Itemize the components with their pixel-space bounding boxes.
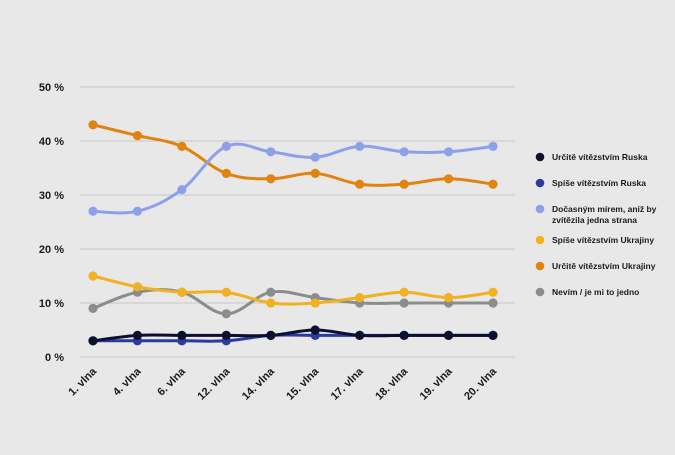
x-tick-label: 1. vlna <box>66 365 99 398</box>
data-point <box>399 330 409 340</box>
data-point <box>355 330 365 340</box>
x-tick-label: 19. vlna <box>418 365 456 403</box>
y-tick-label: 20 % <box>39 244 64 256</box>
data-point <box>355 293 365 303</box>
legend-label: Určitě vítězstvím Ukrajiny <box>552 261 656 271</box>
data-point <box>399 179 409 189</box>
legend-item: Nevím / je mi to jedno <box>535 287 639 297</box>
data-point <box>221 330 231 340</box>
legend-item: Spíše vítězstvím Ukrajiny <box>535 235 654 245</box>
data-point <box>132 282 143 292</box>
x-axis-tick-labels: 1. vlna 4. vlna 6. vlna 12. vlna 14. vlna 15.… <box>66 365 499 403</box>
legend-item: Určitě vítězstvím Ruska <box>535 152 648 162</box>
legend-label: Dočasným mírem, aniž by zvítězila jedna s… <box>552 204 657 225</box>
data-point <box>488 330 498 340</box>
series-line <box>91 142 495 215</box>
data-point <box>221 287 231 297</box>
data-point <box>488 179 498 189</box>
x-tick-label: 20. vlna <box>462 365 500 403</box>
legend-item: Dočasným mírem, aniž by zvítězila jedna s… <box>535 204 657 225</box>
data-point <box>88 336 98 346</box>
legend-marker <box>535 204 545 214</box>
legend-item: Určitě vítězstvím Ukrajiny <box>535 261 656 271</box>
legend-label: Spíše vítězstvím Ruska <box>552 178 646 188</box>
data-point <box>488 141 498 151</box>
data-point <box>266 287 276 297</box>
series-group <box>88 141 498 216</box>
data-point <box>310 325 320 335</box>
legend-marker <box>535 235 545 245</box>
legend-marker <box>535 178 545 188</box>
data-point <box>266 298 276 308</box>
series-group <box>88 325 498 346</box>
data-point <box>443 174 454 184</box>
data-point <box>310 298 320 308</box>
x-tick-label: 6. vlna <box>155 365 188 398</box>
data-point <box>399 298 409 308</box>
legend-label: Určitě vítězstvím Ruska <box>552 152 648 162</box>
legend-marker <box>535 261 545 271</box>
data-point <box>355 141 365 151</box>
data-point <box>88 303 98 313</box>
y-tick-label: 40 % <box>39 136 64 148</box>
data-point <box>399 147 409 157</box>
series-line <box>91 328 495 343</box>
x-tick-label: 4. vlna <box>111 365 144 398</box>
legend-item: Spíše vítězstvím Ruska <box>535 178 646 188</box>
series-line <box>91 274 495 306</box>
x-tick-label: 15. vlna <box>284 365 322 403</box>
data-point <box>266 174 276 184</box>
data-point <box>443 330 454 340</box>
data-point <box>266 147 276 157</box>
series-line <box>91 288 495 316</box>
legend-marker <box>535 152 545 162</box>
grid-lines <box>80 86 515 358</box>
y-tick-label: 30 % <box>39 190 64 202</box>
data-point <box>399 287 409 297</box>
data-point <box>221 141 231 151</box>
data-point <box>266 330 276 340</box>
data-point <box>488 298 498 308</box>
data-point <box>443 147 454 157</box>
data-point <box>132 206 143 216</box>
data-point <box>488 287 498 297</box>
x-tick-label: 17. vlna <box>329 365 367 403</box>
legend-label: Spíše vítězstvím Ukrajiny <box>552 235 654 245</box>
data-point <box>443 293 454 303</box>
legend: Určitě vítězstvím Ruska Spíše vítězstvím … <box>535 152 657 297</box>
data-point <box>132 131 143 141</box>
data-point <box>132 330 143 340</box>
series-line <box>91 123 495 187</box>
series-lines <box>88 120 498 346</box>
data-point <box>177 330 187 340</box>
data-point <box>310 152 320 162</box>
series-group <box>88 120 498 189</box>
legend-label: Nevím / je mi to jedno <box>552 287 639 297</box>
data-point <box>221 309 231 319</box>
data-point <box>177 287 187 297</box>
y-tick-label: 0 % <box>45 352 64 364</box>
x-tick-label: 14. vlna <box>240 365 278 403</box>
legend-marker <box>535 287 545 297</box>
x-tick-label: 18. vlna <box>373 365 411 403</box>
y-tick-label: 10 % <box>39 298 64 310</box>
x-tick-label: 12. vlna <box>195 365 233 403</box>
data-point <box>177 141 187 151</box>
data-point <box>88 271 98 281</box>
series-group <box>88 271 498 308</box>
data-point <box>355 179 365 189</box>
data-point <box>88 206 98 216</box>
y-axis-tick-labels: 0 % 10 % 20 % 30 % 40 % 50 % <box>39 82 64 364</box>
data-point <box>177 185 187 195</box>
y-tick-label: 50 % <box>39 82 64 94</box>
data-point <box>310 168 320 178</box>
data-point <box>88 120 98 130</box>
data-point <box>221 168 231 178</box>
